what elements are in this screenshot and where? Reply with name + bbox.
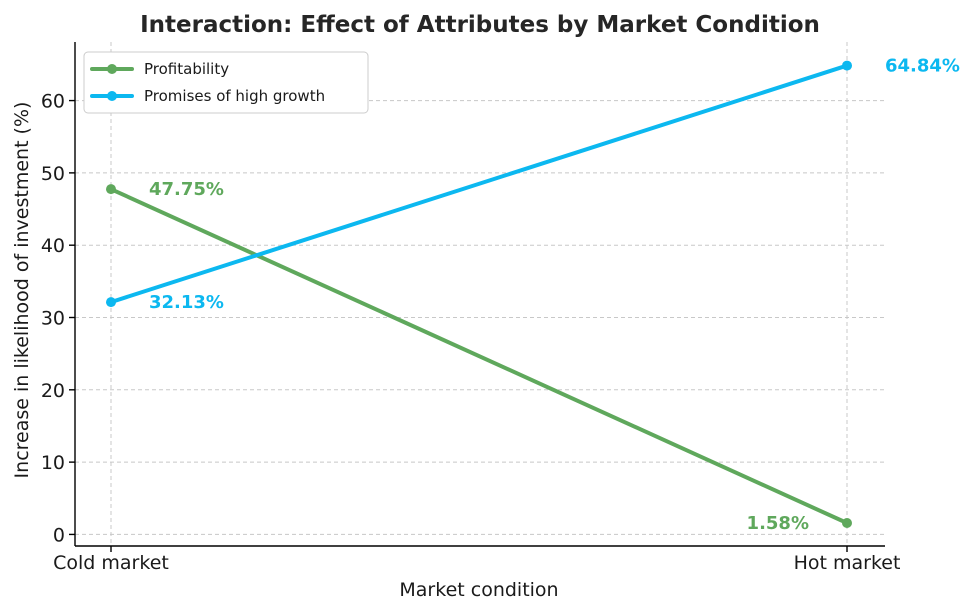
data-labels: 47.75% 1.58% 32.13% 64.84%: [149, 56, 960, 534]
series-line-high-growth: [109, 63, 849, 305]
y-tick-label: 40: [41, 235, 65, 257]
data-label: 1.58%: [747, 513, 809, 534]
legend-marker: [107, 64, 117, 74]
data-point: [842, 60, 852, 71]
legend: Profitability Promises of high growth: [83, 51, 369, 114]
chart-title: Interaction: Effect of Attributes by Mar…: [140, 12, 820, 38]
y-tick-label: 0: [53, 524, 65, 546]
data-point: [106, 184, 116, 195]
x-tick-label: Hot market: [794, 552, 901, 574]
series-line-profitability: [109, 187, 849, 526]
data-label: 64.84%: [885, 56, 960, 77]
y-axis-label: Increase in likelihood of investment (%): [11, 102, 33, 479]
legend-entry: Promises of high growth: [144, 87, 325, 105]
data-label: 47.75%: [149, 179, 224, 200]
legend-entry: Profitability: [144, 60, 229, 78]
data-label: 32.13%: [149, 292, 224, 313]
data-point: [842, 518, 852, 529]
y-tick-label: 20: [41, 380, 65, 402]
x-tick-label: Cold market: [53, 552, 169, 574]
series-layer: [106, 60, 852, 529]
y-tick-label: 10: [41, 452, 65, 474]
y-tick-label: 50: [41, 163, 65, 185]
axes: 0 10 20 30 40 50 60 Cold market Hot market: [41, 42, 901, 574]
x-axis-label: Market condition: [399, 579, 558, 601]
legend-box: [83, 51, 369, 114]
legend-marker: [107, 91, 117, 101]
y-tick-label: 30: [41, 308, 65, 330]
y-tick-label: 60: [41, 91, 65, 113]
data-point: [106, 297, 116, 308]
